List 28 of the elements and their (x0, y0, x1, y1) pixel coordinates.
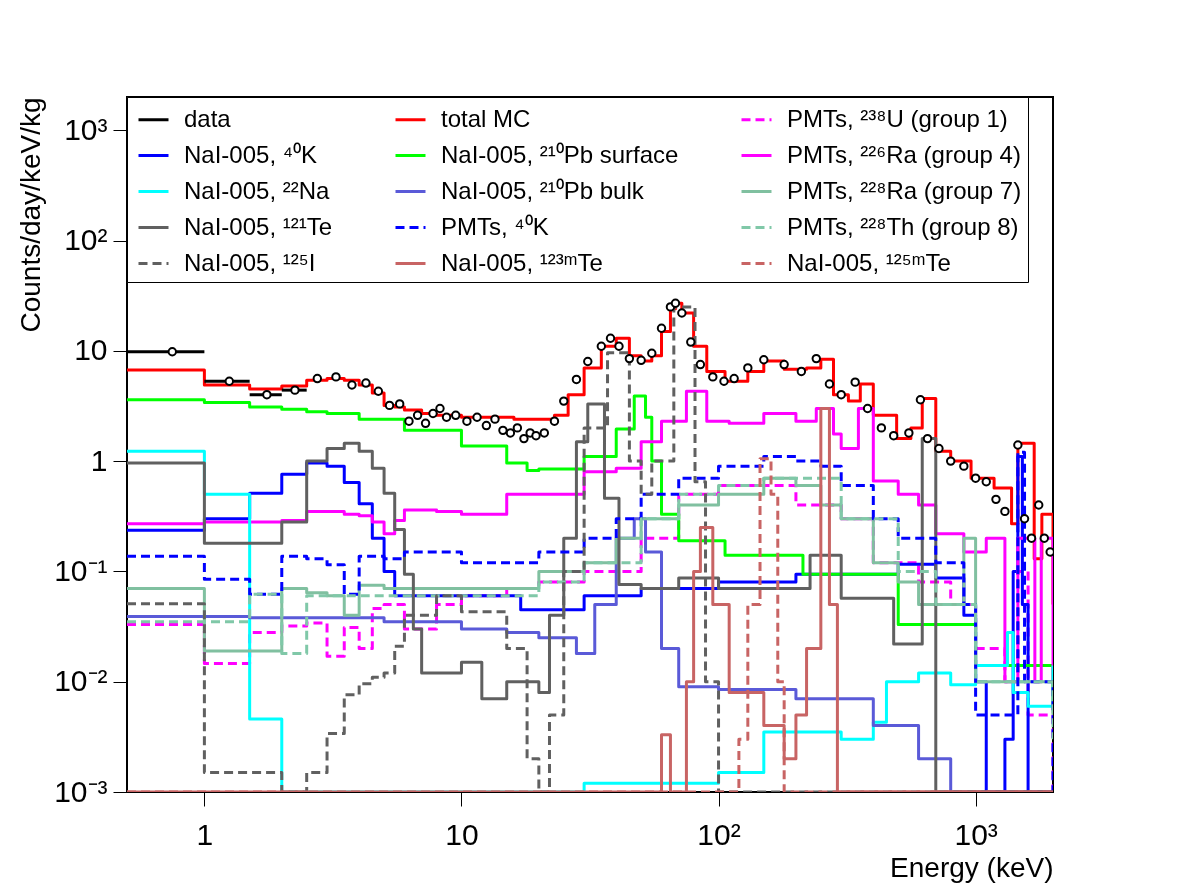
y-tick-label: 10⁻² (54, 664, 108, 698)
legend-label: total MC (441, 104, 531, 132)
y-axis-title: Counts/day/keV/kg (15, 97, 47, 333)
legend-label: PMTs, ⁴⁰K (441, 212, 549, 240)
y-tick-label: 1 (90, 443, 108, 477)
legend-label: NaI-005, ¹²³ᵐTe (441, 248, 603, 276)
y-tick-label: 10² (64, 223, 108, 256)
legend-label: NaI-005, ²²Na (184, 176, 331, 204)
x-tick-label: 1 (196, 817, 214, 851)
legend-label: NaI-005, ⁴⁰K (184, 140, 318, 168)
x-tick-label: 10 (445, 817, 479, 851)
legend-label: NaI-005, ¹²⁵ᵐTe (787, 248, 951, 276)
y-tick-label: 10³ (64, 112, 108, 146)
x-tick-label: 10³ (954, 817, 998, 851)
legend-label: PMTs, ²²⁸Th (group 8) (787, 212, 1019, 240)
legend-label: PMTs, ²²⁶Ra (group 4) (787, 140, 1021, 168)
legend-label: PMTs, ²²⁸Ra (group 7) (787, 176, 1022, 204)
y-tick-label: 10 (74, 333, 108, 367)
y-tick-label: 10⁻¹ (54, 553, 108, 587)
legend-label: NaI-005, ¹²⁵I (184, 248, 316, 276)
legend-label: NaI-005, ²¹⁰Pb bulk (441, 176, 645, 204)
legend-label: PMTs, ²³⁸U (group 1) (787, 104, 1008, 132)
legend-label: NaI-005, ²¹⁰Pb surface (441, 140, 679, 168)
legend-label: NaI-005, ¹²¹Te (184, 212, 333, 240)
x-axis-title: Energy (keV) (890, 851, 1054, 883)
y-tick-label: 10⁻³ (54, 774, 108, 808)
legend-label: data (184, 104, 232, 132)
x-tick-label: 10² (697, 817, 741, 851)
